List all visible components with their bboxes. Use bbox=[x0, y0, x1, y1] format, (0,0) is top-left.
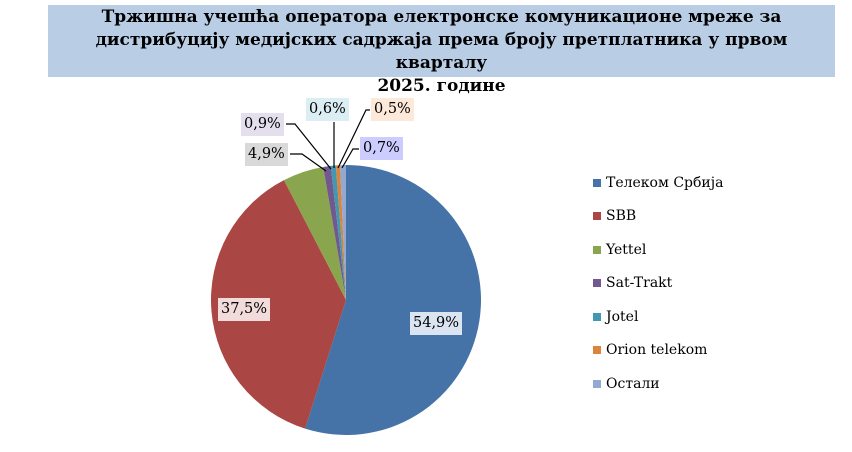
legend-label: Sat-Trakt bbox=[606, 275, 673, 292]
pie-slice-остали bbox=[340, 165, 346, 300]
legend-swatch bbox=[593, 212, 601, 221]
legend-swatch bbox=[593, 245, 601, 254]
pie-slice-телеком-србија bbox=[305, 165, 482, 436]
data-label-sat-trakt: 0,9% bbox=[241, 113, 284, 136]
legend-swatch bbox=[593, 178, 601, 187]
data-label-telekom: 54,9% bbox=[410, 312, 463, 335]
legend-swatch bbox=[593, 279, 601, 288]
title-line: дистрибуцију медијских садржаја према бр… bbox=[95, 30, 788, 73]
title-line: Тржишна учешћа оператора електронске ком… bbox=[101, 7, 782, 27]
leader-lines bbox=[286, 109, 370, 172]
legend-item: Телеком Србија bbox=[593, 166, 723, 200]
pie-slice-yettel bbox=[283, 166, 346, 300]
legend-item: Jotel bbox=[593, 300, 723, 334]
legend-swatch bbox=[593, 379, 601, 388]
data-label-orion: 0,5% bbox=[371, 98, 414, 121]
legend-label: Yettel bbox=[606, 241, 647, 258]
legend: Телеком Србија SBB Yettel Sat-Trakt Jote… bbox=[593, 166, 723, 401]
legend-label: Остали bbox=[606, 375, 660, 392]
pie-slice-sat-trakt bbox=[323, 165, 346, 300]
leader-line bbox=[341, 148, 359, 169]
leader-line bbox=[286, 123, 332, 170]
legend-item: SBB bbox=[593, 200, 723, 234]
legend-swatch bbox=[593, 346, 601, 355]
data-label-ostali: 0,7% bbox=[360, 137, 403, 160]
pie-slice-sbb bbox=[210, 180, 346, 429]
legend-label: SBB bbox=[606, 208, 637, 225]
legend-swatch bbox=[593, 312, 601, 321]
legend-item: Остали bbox=[593, 367, 723, 401]
legend-label: Orion telekom bbox=[606, 342, 708, 359]
legend-label: Телеком Србија bbox=[606, 174, 724, 191]
pie-slice-jotel bbox=[330, 165, 346, 300]
legend-item: Yettel bbox=[593, 233, 723, 267]
title-line: 2025. године bbox=[377, 76, 506, 96]
data-label-jotel: 0,6% bbox=[306, 98, 349, 121]
leader-line bbox=[290, 153, 327, 172]
legend-label: Jotel bbox=[606, 308, 639, 325]
legend-item: Orion telekom bbox=[593, 334, 723, 368]
data-label-yettel: 4,9% bbox=[245, 143, 288, 166]
data-label-sbb: 37,5% bbox=[218, 298, 271, 321]
legend-item: Sat-Trakt bbox=[593, 267, 723, 301]
chart-title: Тржишна учешћа оператора електронске ком… bbox=[48, 5, 835, 96]
leader-line bbox=[337, 109, 370, 169]
pie-slice-orion-telekom bbox=[335, 165, 346, 300]
